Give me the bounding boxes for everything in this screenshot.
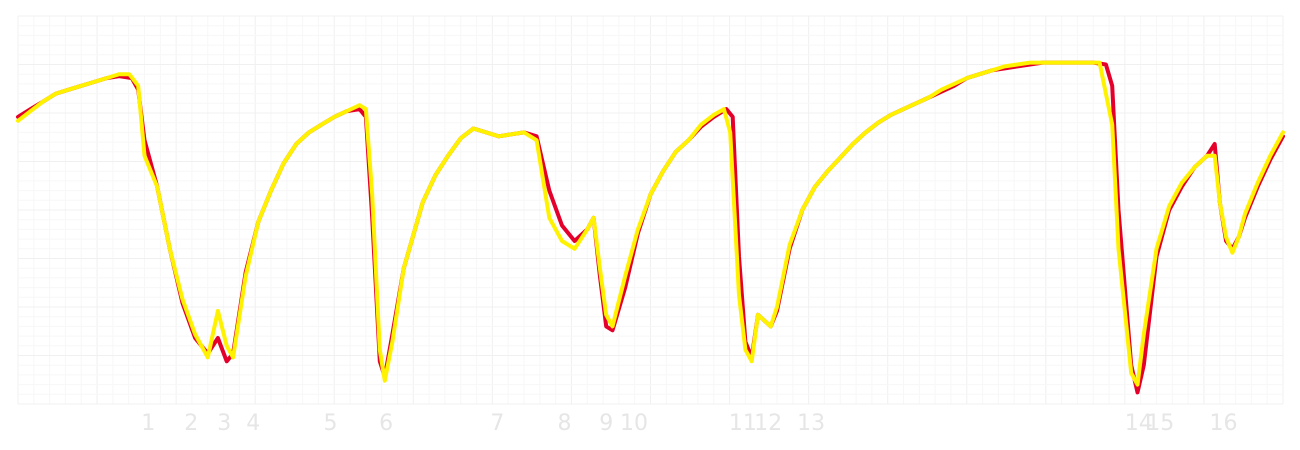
x-tick-label: 10	[620, 411, 648, 436]
x-tick-label: 8	[557, 411, 571, 436]
series-layer	[16, 60, 1285, 395]
x-tick-label: 1	[141, 411, 155, 436]
x-tick-label: 14	[1125, 411, 1153, 436]
x-tick-label: 3	[217, 411, 231, 436]
x-tick-label: 9	[599, 411, 613, 436]
x-tick-label: 4	[246, 411, 260, 436]
x-tick-label: 13	[797, 411, 825, 436]
x-tick-label: 7	[490, 411, 504, 436]
chart-grid	[17, 15, 1284, 405]
series-line-2	[16, 60, 1285, 387]
x-tick-label: 15	[1146, 411, 1174, 436]
x-tick-label: 2	[184, 411, 198, 436]
x-tick-label: 6	[379, 411, 393, 436]
x-tick-label: 11	[729, 411, 757, 436]
x-tick-label: 16	[1210, 411, 1238, 436]
x-tick-label: 5	[323, 411, 337, 436]
x-tick-label: 12	[754, 411, 782, 436]
